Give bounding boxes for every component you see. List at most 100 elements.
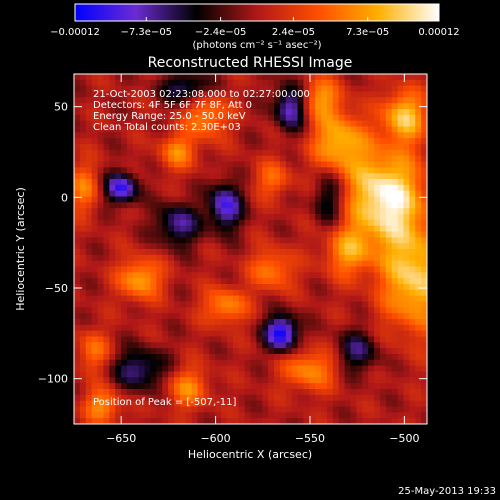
heatmap-cell	[226, 74, 234, 81]
heatmap-cell	[138, 330, 146, 338]
heatmap-cell	[250, 313, 257, 320]
heatmap-cell	[91, 109, 99, 116]
heatmap-cell	[321, 389, 328, 396]
heatmap-cell	[291, 249, 299, 256]
heatmap-cell	[115, 319, 122, 326]
heatmap-cell	[268, 313, 275, 320]
heatmap-cell	[232, 173, 240, 180]
heatmap-cell	[209, 155, 216, 163]
heatmap-cell	[344, 208, 352, 215]
heatmap-cell	[362, 214, 369, 221]
heatmap-cell	[209, 97, 216, 104]
heatmap-cell	[315, 120, 322, 128]
heatmap-cell	[338, 330, 346, 338]
heatmap-cell	[268, 284, 275, 291]
heatmap-cell	[138, 365, 146, 373]
heatmap-cell	[103, 85, 110, 93]
heatmap-cell	[332, 260, 340, 268]
heatmap-cell	[315, 348, 322, 355]
heatmap-cell	[209, 173, 216, 180]
heatmap-cell	[197, 354, 205, 361]
heatmap-cell	[338, 301, 346, 308]
heatmap-cell	[226, 377, 234, 384]
heatmap-cell	[185, 254, 193, 262]
heatmap-cell	[274, 348, 281, 355]
heatmap-cell	[121, 120, 128, 128]
heatmap-cell	[315, 359, 322, 367]
heatmap-cell	[356, 278, 363, 285]
heatmap-cell	[238, 301, 246, 308]
heatmap-cell	[244, 97, 252, 104]
heatmap-cell	[97, 179, 105, 186]
heatmap-cell	[85, 278, 93, 285]
heatmap-cell	[209, 342, 216, 349]
heatmap-cell	[144, 184, 152, 192]
heatmap-cell	[297, 114, 305, 122]
heatmap-cell	[274, 173, 281, 180]
heatmap-cell	[215, 202, 222, 209]
heatmap-cell	[291, 324, 299, 332]
heatmap-cell	[315, 336, 322, 343]
heatmap-cell	[344, 91, 352, 98]
heatmap-cell	[209, 348, 216, 355]
heatmap-cell	[332, 179, 340, 186]
heatmap-cell	[326, 208, 334, 215]
heatmap-cell	[203, 243, 210, 250]
heatmap-cell	[403, 254, 410, 262]
heatmap-cell	[332, 342, 340, 349]
heatmap-cell	[144, 319, 152, 326]
heatmap-cell	[191, 202, 199, 209]
heatmap-cell	[132, 138, 140, 145]
heatmap-cell	[109, 74, 116, 81]
heatmap-cell	[138, 231, 146, 238]
heatmap-cell	[297, 324, 305, 332]
heatmap-cell	[226, 359, 234, 367]
heatmap-cell	[209, 354, 216, 361]
heatmap-cell	[409, 79, 416, 87]
heatmap-cell	[203, 219, 210, 227]
heatmap-cell	[356, 196, 363, 203]
heatmap-cell	[209, 389, 216, 396]
heatmap-cell	[397, 161, 405, 168]
heatmap-cell	[174, 249, 181, 256]
heatmap-cell	[374, 342, 381, 349]
heatmap-cell	[168, 85, 175, 93]
heatmap-cell	[344, 324, 352, 332]
heatmap-cell	[85, 284, 93, 291]
heatmap-cell	[421, 278, 427, 285]
heatmap-cell	[321, 313, 328, 320]
heatmap-cell	[303, 103, 310, 110]
heatmap-cell	[309, 406, 316, 413]
heatmap-cell	[144, 138, 152, 145]
heatmap-cell	[415, 278, 422, 285]
heatmap-cell	[109, 254, 116, 262]
heatmap-cell	[168, 336, 175, 343]
heatmap-cell	[103, 237, 110, 244]
heatmap-cell	[132, 219, 140, 227]
heatmap-cell	[197, 196, 205, 203]
heatmap-cell	[156, 260, 163, 268]
heatmap-cell	[250, 214, 257, 221]
heatmap-cell	[203, 260, 210, 268]
heatmap-cell	[74, 249, 81, 256]
heatmap-cell	[279, 365, 287, 373]
heatmap-cell	[97, 114, 105, 122]
heatmap-cell	[156, 330, 163, 338]
heatmap-cell	[74, 272, 81, 279]
heatmap-cell	[232, 74, 240, 81]
heatmap-cell	[238, 149, 246, 157]
heatmap-cell	[285, 260, 293, 268]
heatmap-cell	[215, 243, 222, 250]
heatmap-cell	[421, 202, 427, 209]
heatmap-cell	[356, 132, 363, 139]
heatmap-cell	[203, 190, 210, 198]
heatmap-cell	[385, 85, 393, 93]
heatmap-cell	[85, 179, 93, 186]
heatmap-cell	[74, 144, 81, 151]
heatmap-cell	[374, 179, 381, 186]
heatmap-cell	[262, 231, 269, 238]
heatmap-cell	[144, 295, 152, 303]
heatmap-cell	[268, 254, 275, 262]
heatmap-cell	[221, 103, 228, 110]
heatmap-cell	[79, 91, 87, 98]
